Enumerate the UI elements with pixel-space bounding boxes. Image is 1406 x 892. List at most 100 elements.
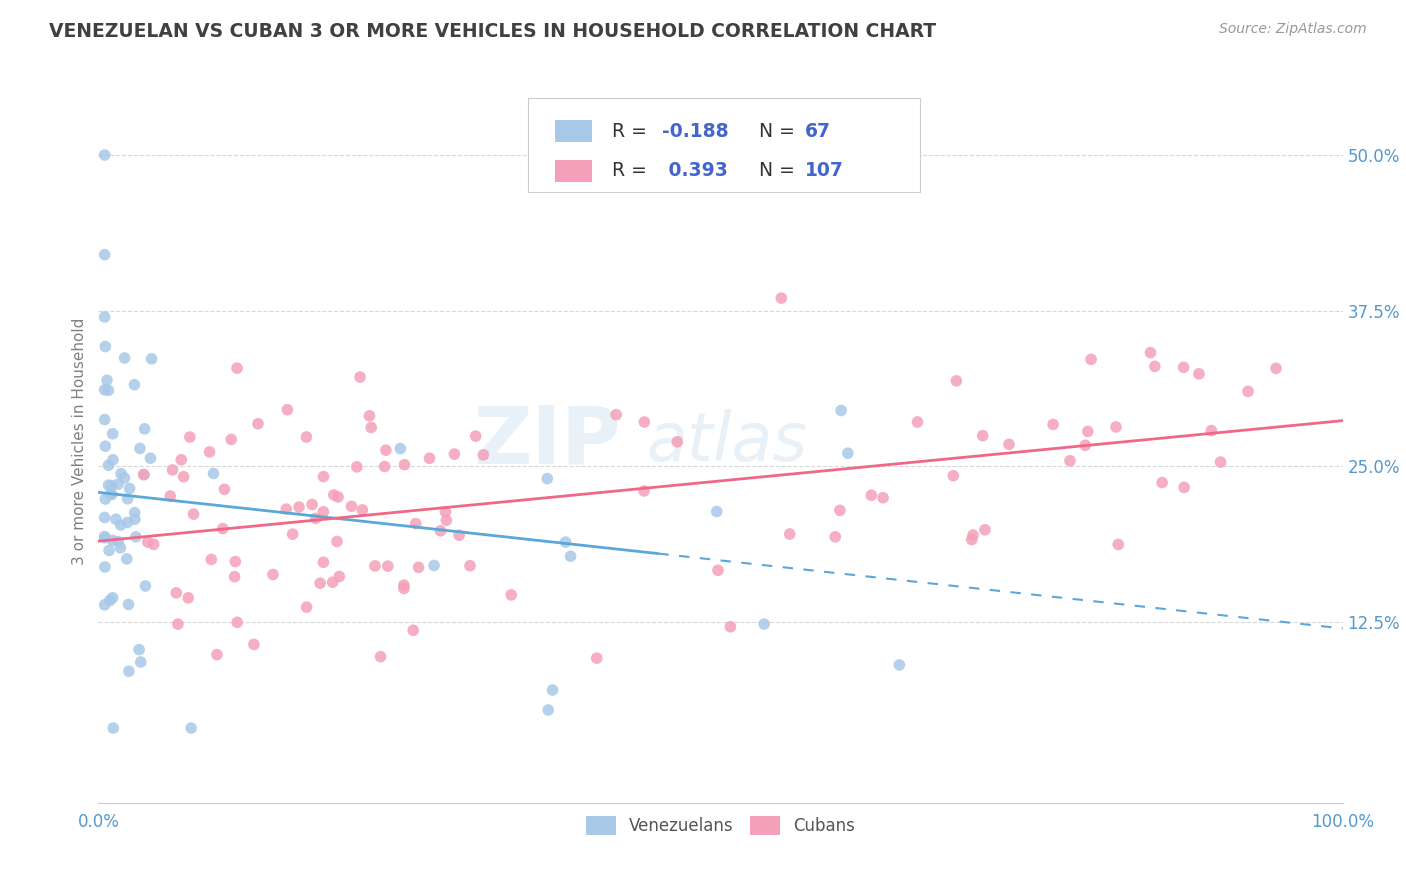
FancyBboxPatch shape xyxy=(527,98,920,193)
Point xyxy=(1201,424,1223,438)
Point xyxy=(219,433,242,447)
Point xyxy=(98,543,121,558)
Point xyxy=(93,412,115,426)
Text: N =: N = xyxy=(759,121,801,141)
Point xyxy=(205,648,228,662)
Point xyxy=(364,558,387,573)
Point xyxy=(392,578,415,592)
Point xyxy=(1237,384,1260,399)
Point xyxy=(633,483,655,498)
Point xyxy=(998,437,1021,451)
Point xyxy=(110,467,132,481)
Text: ZIP: ZIP xyxy=(474,402,621,481)
Point xyxy=(96,373,118,387)
Point xyxy=(377,559,399,574)
Point xyxy=(1173,480,1195,494)
Point xyxy=(359,409,381,423)
Text: 67: 67 xyxy=(806,121,831,141)
Text: atlas: atlas xyxy=(645,409,807,475)
Y-axis label: 3 or more Vehicles in Household: 3 or more Vehicles in Household xyxy=(72,318,87,566)
Point xyxy=(200,552,222,566)
Point xyxy=(124,512,146,526)
Point xyxy=(537,703,560,717)
Point xyxy=(860,488,883,502)
Point xyxy=(94,491,117,506)
Point xyxy=(281,527,304,541)
Text: R =: R = xyxy=(613,121,654,141)
Point xyxy=(128,642,150,657)
Point xyxy=(243,637,266,651)
Point xyxy=(423,558,446,573)
Point xyxy=(177,591,200,605)
Point xyxy=(352,503,374,517)
Point xyxy=(322,575,344,590)
Point xyxy=(124,506,146,520)
Point xyxy=(118,482,141,496)
Point xyxy=(326,490,349,504)
Text: 107: 107 xyxy=(806,161,844,180)
Point xyxy=(434,513,457,527)
Point xyxy=(837,446,859,460)
Point xyxy=(101,426,124,441)
Point xyxy=(97,384,120,398)
Point xyxy=(889,657,911,672)
Point xyxy=(295,600,318,615)
Point xyxy=(180,721,202,735)
Point xyxy=(93,510,115,524)
Point xyxy=(97,458,120,473)
Point xyxy=(101,533,124,548)
Point xyxy=(183,507,205,521)
Point xyxy=(405,516,427,531)
Point xyxy=(472,448,495,462)
Point xyxy=(132,467,155,482)
Point xyxy=(103,721,125,735)
Point xyxy=(129,655,152,669)
Point xyxy=(830,403,852,417)
Point xyxy=(114,471,136,485)
Point xyxy=(360,420,382,434)
Point xyxy=(301,498,323,512)
Point xyxy=(224,554,246,568)
Point xyxy=(312,505,335,519)
Point xyxy=(134,422,156,436)
Point xyxy=(276,402,298,417)
Point xyxy=(93,383,115,397)
Point xyxy=(107,477,129,491)
Point xyxy=(1105,420,1128,434)
Point xyxy=(370,649,392,664)
Point xyxy=(94,439,117,453)
Point xyxy=(136,535,159,549)
Point xyxy=(429,524,451,538)
Point xyxy=(1139,345,1161,359)
Point xyxy=(93,310,115,324)
Point xyxy=(408,560,430,574)
Text: VENEZUELAN VS CUBAN 3 OR MORE VEHICLES IN HOUSEHOLD CORRELATION CHART: VENEZUELAN VS CUBAN 3 OR MORE VEHICLES I… xyxy=(49,22,936,41)
Point xyxy=(560,549,582,564)
Point xyxy=(159,489,181,503)
Point xyxy=(666,434,689,449)
Point xyxy=(346,459,368,474)
Point xyxy=(633,415,655,429)
Point xyxy=(114,351,136,365)
Point xyxy=(394,458,416,472)
Text: -0.188: -0.188 xyxy=(662,121,728,141)
Point xyxy=(585,651,607,665)
Point xyxy=(173,469,195,483)
Point xyxy=(115,552,138,566)
Point xyxy=(464,429,486,443)
Point xyxy=(718,620,741,634)
Point xyxy=(100,487,122,501)
Point xyxy=(418,451,440,466)
Point xyxy=(224,570,246,584)
Point xyxy=(328,569,350,583)
Point xyxy=(449,528,471,542)
Point xyxy=(942,468,965,483)
Point xyxy=(170,452,193,467)
Point xyxy=(134,579,156,593)
Point xyxy=(93,531,115,545)
FancyBboxPatch shape xyxy=(555,120,592,142)
Point xyxy=(1074,438,1097,452)
Point xyxy=(93,530,115,544)
Point xyxy=(132,467,155,482)
Point xyxy=(501,588,523,602)
